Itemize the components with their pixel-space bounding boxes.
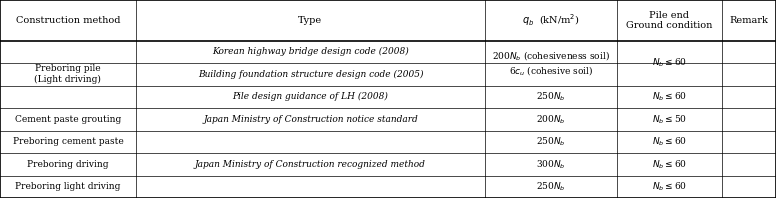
Text: 300$N_b$: 300$N_b$ xyxy=(536,158,566,170)
Text: $N_b\leq$60: $N_b\leq$60 xyxy=(652,135,687,148)
Text: Preboring pile
(Light driving): Preboring pile (Light driving) xyxy=(34,65,102,84)
Text: Japan Ministry of Construction recognized method: Japan Ministry of Construction recognize… xyxy=(195,160,426,169)
Text: Construction method: Construction method xyxy=(16,16,120,25)
Text: 250$N_b$: 250$N_b$ xyxy=(536,135,566,148)
Text: $q_b$  (kN/m$^2$): $q_b$ (kN/m$^2$) xyxy=(522,12,580,28)
Text: Building foundation structure design code (2005): Building foundation structure design cod… xyxy=(198,70,423,79)
Text: 200$N_b$: 200$N_b$ xyxy=(536,113,566,126)
Text: $N_b\leq$60: $N_b\leq$60 xyxy=(652,158,687,170)
Text: 250$N_b$: 250$N_b$ xyxy=(536,181,566,193)
Text: Japan Ministry of Construction notice standard: Japan Ministry of Construction notice st… xyxy=(203,115,417,124)
Text: Preboring light driving: Preboring light driving xyxy=(16,182,120,191)
Text: $N_b\leq$60: $N_b\leq$60 xyxy=(652,57,687,69)
Text: Type: Type xyxy=(298,16,323,25)
Text: Korean highway bridge design code (2008): Korean highway bridge design code (2008) xyxy=(212,47,409,56)
Text: Cement paste grouting: Cement paste grouting xyxy=(15,115,121,124)
Text: Pile design guidance of LH (2008): Pile design guidance of LH (2008) xyxy=(233,92,388,101)
Text: 200$N_b$ (cohesiveness soil)
6$c_u$ (cohesive soil): 200$N_b$ (cohesiveness soil) 6$c_u$ (coh… xyxy=(492,49,610,77)
Text: Preboring cement paste: Preboring cement paste xyxy=(12,137,123,146)
Text: Remark: Remark xyxy=(729,16,768,25)
Text: $N_b\leq$60: $N_b\leq$60 xyxy=(652,90,687,103)
Text: 250$N_b$: 250$N_b$ xyxy=(536,90,566,103)
Text: Preboring driving: Preboring driving xyxy=(27,160,109,169)
Text: $N_b\leq$60: $N_b\leq$60 xyxy=(652,181,687,193)
Text: Pile end
Ground condition: Pile end Ground condition xyxy=(626,10,712,30)
Text: $N_b\leq$50: $N_b\leq$50 xyxy=(652,113,687,126)
